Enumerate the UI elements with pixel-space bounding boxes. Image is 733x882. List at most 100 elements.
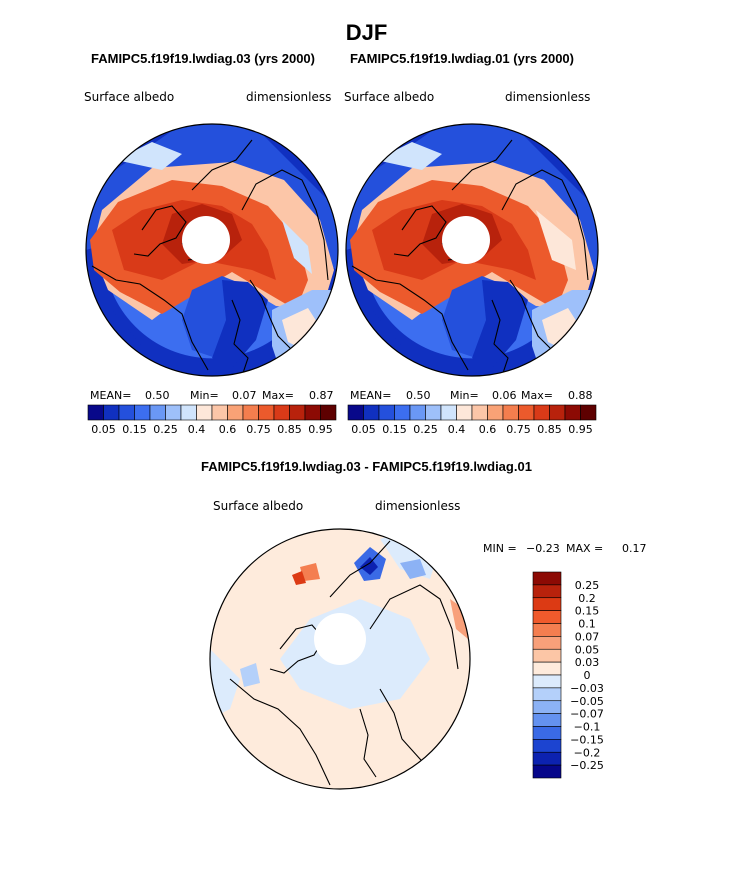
colorbar-swatch xyxy=(532,764,562,779)
colorbar-swatch xyxy=(532,610,562,624)
light-blue-patch xyxy=(376,142,442,170)
colorbar-tick-label: −0.1 xyxy=(574,721,601,734)
colorbar-tick-label: 0.05 xyxy=(351,423,376,436)
page-title: DJF xyxy=(345,20,388,45)
colorbar-tick-label: −0.03 xyxy=(570,682,604,695)
colorbar-swatch xyxy=(532,726,562,740)
diff-max-label: MAX = xyxy=(566,542,604,555)
colorbar-swatch xyxy=(487,404,504,421)
colorbar-swatch xyxy=(304,404,321,421)
coastline-1 xyxy=(393,205,447,257)
panel-1-mean-label: MEAN= xyxy=(90,389,132,402)
colorbar-tick-label: 0.25 xyxy=(413,423,438,436)
panel-1-max-value: 0.87 xyxy=(309,389,334,402)
panel-1-max-label: Max= xyxy=(262,389,294,402)
panel-2-variable: Surface albedo xyxy=(344,90,435,104)
colorbar-swatch xyxy=(149,404,166,421)
diff-panel-variable: Surface albedo xyxy=(213,499,304,513)
albedo-map-panel-1 xyxy=(85,123,339,377)
coastline-2 xyxy=(229,678,331,786)
colorbar-swatch xyxy=(564,404,581,421)
colorbar-tick-label: 0.85 xyxy=(537,423,562,436)
colorbar-tick-label: 0.15 xyxy=(382,423,407,436)
colorbar-difference: 0.250.20.150.10.070.050.030−0.03−0.05−0.… xyxy=(532,571,604,779)
diff-panel-units: dimensionless xyxy=(375,499,461,513)
colorbar-tick-label: −0.07 xyxy=(570,708,604,721)
colorbar-swatch xyxy=(273,404,290,421)
negative-patch xyxy=(400,559,426,579)
panel-2-units: dimensionless xyxy=(505,90,591,104)
panel-1-min-label: Min= xyxy=(190,389,219,402)
colorbar-tick-label: 0.75 xyxy=(246,423,271,436)
colorbar-swatch xyxy=(196,404,213,421)
coastline-7 xyxy=(191,139,253,191)
colorbar-swatch xyxy=(134,404,151,421)
colorbar-swatch xyxy=(425,404,442,421)
light-blue-patch xyxy=(116,142,182,170)
coastline-3 xyxy=(351,265,469,371)
colorbar-tick-label: −0.05 xyxy=(570,695,604,708)
colorbar-swatch xyxy=(258,404,275,421)
colorbar-tick-label: −0.15 xyxy=(570,733,604,746)
atlantic-open-water xyxy=(472,280,528,368)
panel-1-min-value: 0.07 xyxy=(232,389,257,402)
panel-1-subtitle: FAMIPC5.f19f19.lwdiag.03 (yrs 2000) xyxy=(91,51,315,66)
colorbar-tick-label: −0.25 xyxy=(570,759,604,772)
colorbar-swatch xyxy=(363,404,380,421)
panel-2-mean-label: MEAN= xyxy=(350,389,392,402)
coastline-7 xyxy=(451,139,513,191)
colorbar-tick-label: 0.95 xyxy=(568,423,593,436)
colorbar-swatch xyxy=(532,597,562,611)
colorbar-swatch xyxy=(532,648,562,663)
coastline-6 xyxy=(231,299,249,376)
colorbar-tick-label: 0.95 xyxy=(308,423,333,436)
colorbar-swatch xyxy=(211,404,228,421)
colorbar-tick-label: 0.15 xyxy=(122,423,147,436)
colorbar-tick-label: 0.6 xyxy=(219,423,237,436)
albedo-map-panel-2 xyxy=(345,123,599,377)
colorbar-swatch xyxy=(471,404,488,421)
colorbar-swatch xyxy=(242,404,259,421)
diff-min-label: MIN = xyxy=(483,542,517,555)
colorbar-tick-label: 0.75 xyxy=(506,423,531,436)
coastline-6 xyxy=(329,540,391,598)
colorbar-swatch xyxy=(502,404,519,421)
map-boundary-circle xyxy=(345,123,599,377)
colorbar-tick-label: 0.25 xyxy=(575,579,600,592)
strong-positive-patch xyxy=(292,571,306,585)
colorbar-tick-label: 0.25 xyxy=(153,423,178,436)
colorbar-tick-label: 0 xyxy=(584,669,591,682)
colorbar-swatch xyxy=(347,404,364,421)
panel-2-mean-value: 0.50 xyxy=(406,389,431,402)
colorbar-tick-label: 0.07 xyxy=(575,630,600,643)
coastline-4 xyxy=(501,169,589,281)
atlantic-open-water xyxy=(212,280,268,368)
colorbar-swatch xyxy=(533,404,550,421)
colorbar-tick-label: 0.03 xyxy=(575,656,600,669)
polar-hole xyxy=(182,216,230,264)
colorbar-swatch xyxy=(580,404,597,421)
colorbar-tick-label: 0.4 xyxy=(188,423,206,436)
coastline-6 xyxy=(491,299,509,376)
colorbar-swatch xyxy=(549,404,566,421)
colorbar-panel-1: 0.05 0.15 0.25 0.4 0.6 0.75 0.85 0.95 xyxy=(87,404,337,436)
diff-max-value: 0.17 xyxy=(622,542,647,555)
colorbar-tick-label: 0.15 xyxy=(575,605,600,618)
panel-2-max-label: Max= xyxy=(521,389,553,402)
colorbar-swatch xyxy=(320,404,337,421)
coastline-3 xyxy=(91,265,209,371)
polar-hole xyxy=(314,613,366,665)
map-boundary-circle xyxy=(209,528,471,790)
colorbar-swatch xyxy=(87,404,104,421)
colorbar-swatch xyxy=(165,404,182,421)
panel-1-variable: Surface albedo xyxy=(84,90,175,104)
colorbar-swatch xyxy=(532,700,562,714)
panel-2-min-label: Min= xyxy=(450,389,479,402)
colorbar-tick-label: 0.85 xyxy=(277,423,302,436)
colorbar-swatch xyxy=(440,404,457,421)
colorbar-swatch xyxy=(118,404,135,421)
positive-patch xyxy=(300,563,320,581)
panel-2-min-value: 0.06 xyxy=(492,389,517,402)
panel-1-mean-value: 0.50 xyxy=(145,389,170,402)
